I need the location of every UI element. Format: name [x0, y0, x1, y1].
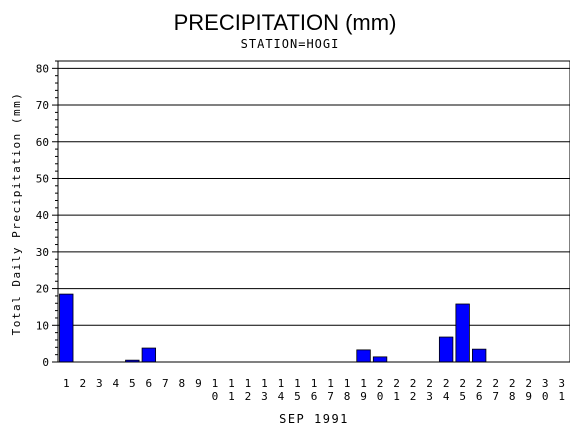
y-tick-label: 40 — [36, 209, 49, 222]
bar-series — [59, 293, 487, 363]
bar-day-25 — [455, 303, 470, 363]
y-tick-label: 0 — [42, 356, 49, 369]
bar-day-24 — [438, 336, 454, 363]
x-axis-label: SEP 1991 — [279, 412, 349, 426]
bar-day-19 — [356, 349, 371, 363]
bar-day-20 — [372, 356, 388, 363]
y-tick-label: 30 — [36, 246, 49, 259]
bar-day-1 — [59, 293, 74, 363]
x-tick-label: 3 — [96, 377, 103, 390]
x-tick-label: 1 — [63, 377, 70, 390]
x-tick-label: 9 — [195, 377, 202, 390]
y-tick-label: 10 — [36, 319, 49, 332]
y-tick-label: 80 — [36, 62, 49, 75]
x-tick-label: 5 — [129, 377, 136, 390]
y-tick-label: 60 — [36, 136, 49, 149]
y-tick-label: 50 — [36, 172, 49, 185]
x-tick-label: 7 — [162, 377, 169, 390]
x-tick-label: 8 — [179, 377, 186, 390]
bar-day-26 — [471, 348, 487, 363]
grid-lines — [58, 67, 570, 326]
chart-title: PRECIPITATION (mm) — [174, 10, 397, 35]
plot-area-frame — [57, 60, 570, 363]
y-tick-label: 20 — [36, 283, 49, 296]
y-axis-label: Total Daily Precipitation (mm) — [10, 92, 23, 336]
chart-subtitle: STATION=HOGI — [241, 37, 340, 51]
x-axis: 1 2 3 4 5 6 7 8 9 1 01 11 21 31 41 51 61 71 81 92 02 12 22 32 42… — [63, 377, 565, 403]
x-tick-label: 6 — [146, 377, 153, 390]
y-tick-label: 70 — [36, 99, 49, 112]
x-tick-label: 2 — [79, 377, 86, 390]
y-axis: 0 10 20 30 40 50 60 70 80 — [36, 60, 58, 369]
bar-day-6 — [141, 347, 157, 363]
x-tick-label: 4 — [112, 377, 119, 390]
